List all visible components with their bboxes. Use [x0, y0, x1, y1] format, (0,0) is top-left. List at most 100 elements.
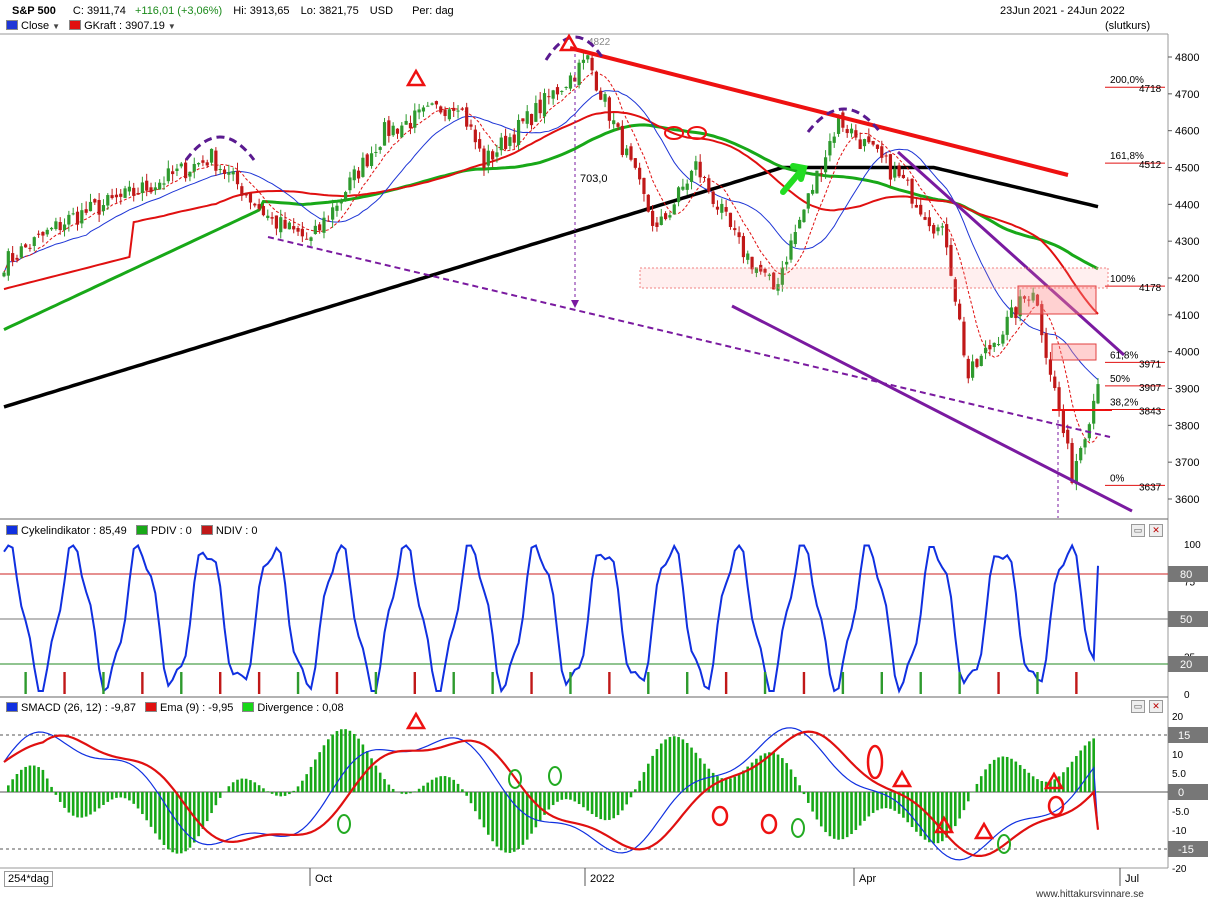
cycle-tick-label: 100 [1184, 540, 1201, 551]
divergence-bar [923, 792, 927, 840]
divergence-bar [270, 792, 274, 794]
candle-body [867, 136, 871, 143]
interval-box[interactable]: 254*dag [4, 871, 53, 887]
candle-body [547, 96, 551, 98]
divergence-bar [404, 792, 408, 795]
candle-body [175, 168, 179, 172]
gkraft-swatch [69, 20, 82, 30]
macd-legend: SMACD (26, 12) : -9,87 Ema (9) : -9,95 D… [0, 700, 344, 716]
divergence-bar [400, 792, 404, 794]
cycle-level-box [1168, 656, 1208, 672]
divergence-bar [521, 792, 525, 845]
restore-pane-icon[interactable]: ▭ [1131, 700, 1145, 713]
divergence-bar [275, 792, 278, 796]
divergence-bar [1075, 756, 1078, 792]
divergence-bar [223, 791, 226, 792]
legend-cycle[interactable]: Cykelindikator : 85,49 [21, 525, 127, 537]
candle-body [1044, 333, 1048, 358]
fib-value-label: 4512 [1139, 160, 1162, 171]
candle-body [434, 101, 439, 105]
price-tick-label: 4200 [1175, 273, 1199, 285]
chevron-down-icon[interactable]: ▼ [167, 22, 176, 31]
divergence-bar [499, 792, 503, 851]
divergence-bar [413, 791, 417, 792]
candle-body [702, 176, 707, 178]
close-pane-icon[interactable]: ✕ [1149, 700, 1163, 713]
legend-gkraft[interactable]: GKraft : 3907.19 [84, 20, 165, 32]
cycle-level-label: 50 [1180, 614, 1192, 626]
candle-body [603, 94, 607, 102]
legend-ndiv[interactable]: NDIV : 0 [215, 525, 258, 537]
macd-swatch [6, 702, 18, 712]
candle-body [45, 229, 49, 235]
candle-body [348, 177, 352, 191]
candle-body [741, 236, 746, 258]
candle-body [244, 192, 248, 196]
dashed-channel-line [267, 236, 1111, 438]
legend-pdiv[interactable]: PDIV : 0 [150, 525, 192, 537]
candle-body [421, 107, 426, 112]
candle-body [1066, 429, 1070, 444]
candle-body [733, 228, 737, 231]
divergence-bar [301, 780, 304, 792]
cycle-level-label: 80 [1180, 569, 1192, 581]
fib-value-label: 4178 [1139, 283, 1162, 294]
divergence-bar [236, 779, 239, 792]
divergence-bar [171, 792, 174, 853]
divergence-bar [685, 742, 689, 792]
divergence-bar [41, 769, 45, 792]
candle-body [793, 232, 797, 245]
close-pane-icon[interactable]: ✕ [1149, 524, 1163, 537]
candle-body [836, 114, 841, 134]
candle-body [460, 108, 464, 110]
ma-red-line [3, 110, 1099, 315]
ndiv-swatch [200, 525, 213, 535]
price-tick-label: 3800 [1175, 420, 1199, 432]
divergence-bar [197, 792, 200, 837]
candle-body [875, 144, 880, 149]
candle-body [140, 182, 144, 194]
candle-body [516, 119, 521, 145]
price-legend: Close ▼ GKraft : 3907.19 ▼ [0, 18, 176, 34]
divergence-bar [253, 782, 257, 792]
legend-div[interactable]: Divergence : 0,08 [257, 702, 344, 714]
close-swatch [6, 20, 18, 30]
candle-body [15, 257, 19, 260]
divergence-bar [175, 792, 179, 854]
legend-close[interactable]: Close [21, 20, 50, 32]
candle-body [737, 232, 741, 238]
price-tick-label: 4700 [1175, 89, 1199, 101]
restore-pane-icon[interactable]: ▭ [1131, 524, 1145, 537]
divergence-bar [634, 789, 637, 792]
candle-body [447, 109, 451, 120]
candle-body [525, 111, 529, 124]
divergence-bar [616, 792, 620, 816]
candle-body [158, 182, 162, 190]
divergence-bar [763, 753, 767, 792]
pdiv-swatch [135, 525, 148, 535]
candle-body [378, 147, 382, 150]
candle-body [780, 267, 784, 285]
divergence-bar [889, 792, 892, 809]
green-signal-ellipse [548, 766, 562, 786]
cycle-level-label: 20 [1180, 659, 1192, 671]
candle-body [6, 251, 10, 276]
divergence-bar [448, 777, 451, 792]
ndiv-bar [724, 672, 728, 694]
candle-body [607, 97, 611, 121]
pdiv-bar [919, 672, 922, 694]
divergence-bar [582, 792, 585, 808]
candle-body [625, 148, 629, 156]
green-signal-ellipse [997, 834, 1011, 854]
chevron-down-icon[interactable]: ▼ [52, 22, 61, 31]
legend-ema[interactable]: Ema (9) : -9,95 [160, 702, 234, 714]
purple-support-line [731, 304, 1133, 513]
legend-macd[interactable]: SMACD (26, 12) : -9,87 [21, 702, 136, 714]
divergence-bar [132, 792, 136, 804]
divergence-bar [383, 779, 386, 792]
divergence-bar [880, 792, 884, 809]
candle-body [919, 204, 923, 215]
candle-body [261, 206, 266, 216]
candle-body [932, 224, 936, 234]
